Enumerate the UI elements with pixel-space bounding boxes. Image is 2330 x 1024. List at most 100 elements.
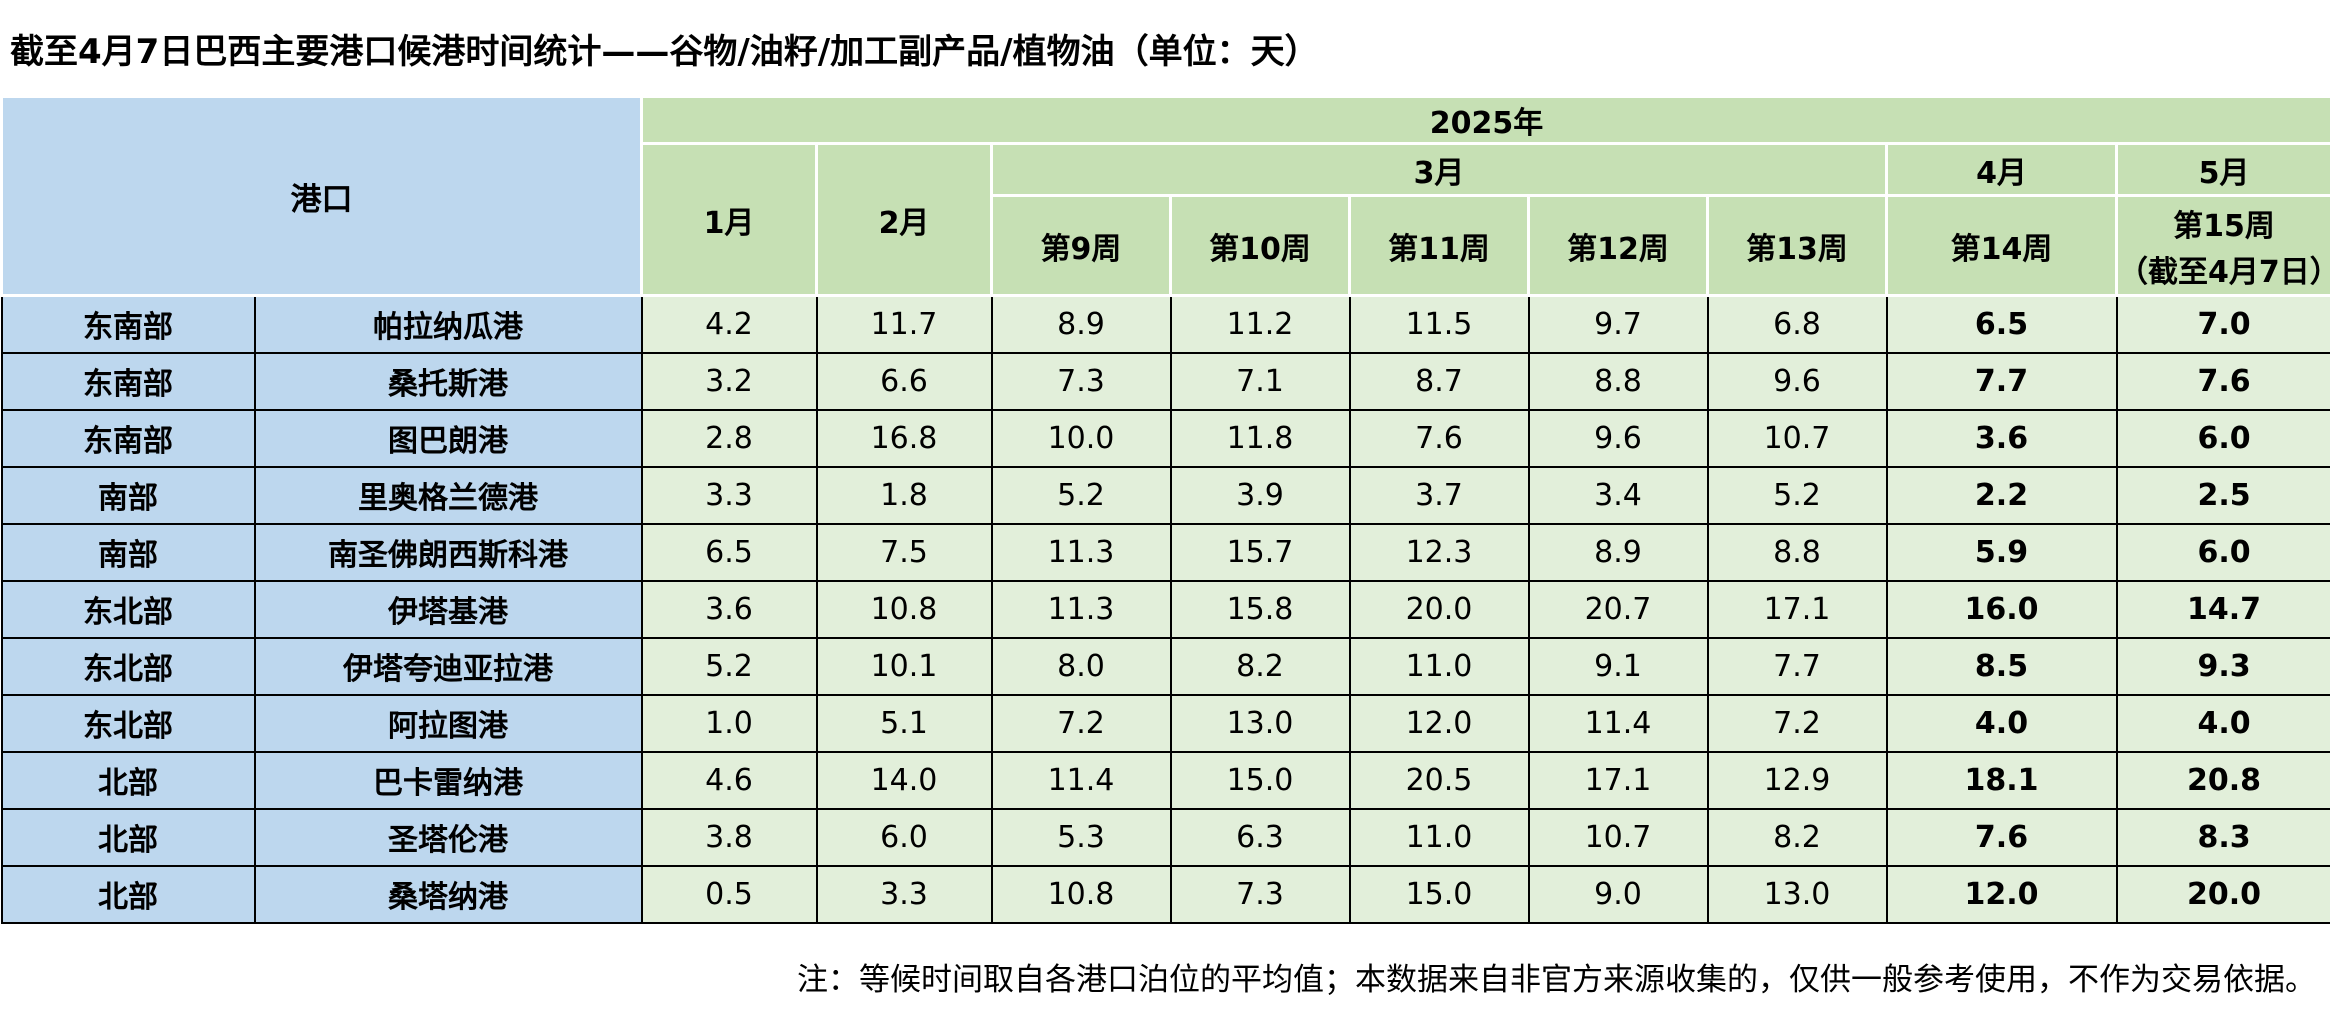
value-cell: 5.2 bbox=[990, 465, 1172, 525]
value-cell: 11.3 bbox=[990, 579, 1172, 639]
value-cell: 9.6 bbox=[1706, 351, 1888, 411]
value-cell: 3.6 bbox=[1885, 408, 2118, 468]
footnote: 注：等候时间取自各港口泊位的平均值；本数据来自非官方来源收集的，仅供一般参考使用… bbox=[797, 961, 2316, 998]
month-header-apr: 4月 bbox=[1885, 142, 2118, 197]
value-cell: 3.8 bbox=[640, 807, 818, 867]
value-cell: 11.4 bbox=[990, 750, 1172, 810]
value-cell: 20.0 bbox=[1348, 579, 1530, 639]
value-cell: 8.9 bbox=[1527, 522, 1709, 582]
table-row: 北部 巴卡雷纳港 4.6 14.0 11.4 15.0 20.5 17.1 12.9 18.1 20… bbox=[0, 750, 2330, 810]
page: 截至4月7日巴西主要港口候港时间统计——谷物/油籽/加工副产品/植物油（单位：天… bbox=[0, 32, 2330, 998]
value-cell: 7.3 bbox=[990, 351, 1172, 411]
value-cell: 7.2 bbox=[1706, 693, 1888, 753]
value-cell: 10.0 bbox=[990, 408, 1172, 468]
value-cell: 7.2 bbox=[990, 693, 1172, 753]
value-cell: 8.3 bbox=[2115, 807, 2330, 867]
value-cell: 14.0 bbox=[815, 750, 993, 810]
region-cell: 东北部 bbox=[0, 636, 256, 696]
value-cell: 10.1 bbox=[815, 636, 993, 696]
week-header-11: 第11周 bbox=[1348, 194, 1530, 297]
value-cell: 11.0 bbox=[1348, 807, 1530, 867]
value-cell: 16.0 bbox=[1885, 579, 2118, 639]
table-header: 港口 2025年 1月 2月 3月 4月 5月 第9周 第10周 第11周 第1… bbox=[0, 95, 2330, 297]
value-cell: 10.7 bbox=[1706, 408, 1888, 468]
value-cell: 14.7 bbox=[2115, 579, 2330, 639]
value-cell: 17.1 bbox=[1527, 750, 1709, 810]
region-cell: 东南部 bbox=[0, 351, 256, 411]
value-cell: 3.6 bbox=[640, 579, 818, 639]
value-cell: 1.8 bbox=[815, 465, 993, 525]
port-cell: 桑托斯港 bbox=[253, 351, 643, 411]
port-cell: 伊塔夸迪亚拉港 bbox=[253, 636, 643, 696]
value-cell: 8.9 bbox=[990, 294, 1172, 354]
port-cell: 巴卡雷纳港 bbox=[253, 750, 643, 810]
value-cell: 3.4 bbox=[1527, 465, 1709, 525]
value-cell: 6.8 bbox=[1706, 294, 1888, 354]
month-header-feb: 2月 bbox=[815, 142, 993, 297]
header-row-months: 1月 2月 3月 4月 5月 bbox=[2, 142, 2330, 297]
value-cell: 5.3 bbox=[990, 807, 1172, 867]
value-cell: 8.2 bbox=[1169, 636, 1351, 696]
week-header-9: 第9周 bbox=[990, 194, 1172, 297]
value-cell: 11.5 bbox=[1348, 294, 1530, 354]
region-cell: 东北部 bbox=[0, 579, 256, 639]
page-title: 截至4月7日巴西主要港口候港时间统计——谷物/油籽/加工副产品/植物油（单位：天… bbox=[10, 32, 1319, 72]
table-row: 东南部 图巴朗港 2.8 16.8 10.0 11.8 7.6 9.6 10.7 3.6 6.0 bbox=[0, 408, 2330, 468]
table-row: 东南部 桑托斯港 3.2 6.6 7.3 7.1 8.7 8.8 9.6 7.7 7.6 bbox=[0, 351, 2330, 411]
value-cell: 13.0 bbox=[1706, 864, 1888, 924]
month-header-may: 5月 bbox=[2114, 142, 2330, 197]
port-cell: 圣塔伦港 bbox=[253, 807, 643, 867]
port-cell: 阿拉图港 bbox=[253, 693, 643, 753]
region-cell: 东北部 bbox=[0, 693, 256, 753]
value-cell: 11.8 bbox=[1169, 408, 1351, 468]
port-cell: 里奥格兰德港 bbox=[253, 465, 643, 525]
port-cell: 南圣佛朗西斯科港 bbox=[253, 522, 643, 582]
value-cell: 8.5 bbox=[1885, 636, 2118, 696]
region-cell: 东南部 bbox=[0, 294, 256, 354]
value-cell: 6.6 bbox=[815, 351, 993, 411]
value-cell: 7.5 bbox=[815, 522, 993, 582]
value-cell: 4.0 bbox=[2115, 693, 2330, 753]
value-cell: 5.2 bbox=[640, 636, 818, 696]
port-cell: 伊塔基港 bbox=[253, 579, 643, 639]
value-cell: 3.9 bbox=[1169, 465, 1351, 525]
value-cell: 6.0 bbox=[2115, 522, 2330, 582]
value-cell: 11.2 bbox=[1169, 294, 1351, 354]
header-row-weeks: 第9周 第10周 第11周 第12周 第13周 第14周 第15周 （截至4月7… bbox=[2, 194, 2330, 297]
value-cell: 3.2 bbox=[640, 351, 818, 411]
week15-title: 第15周 bbox=[2173, 208, 2275, 244]
value-cell: 5.2 bbox=[1706, 465, 1888, 525]
week-header-15: 第15周 （截至4月7日） bbox=[2114, 194, 2330, 297]
value-cell: 3.3 bbox=[815, 864, 993, 924]
table-row: 南部 南圣佛朗西斯科港 6.5 7.5 11.3 15.7 12.3 8.9 8.8 5.9 6.0 bbox=[0, 522, 2330, 582]
value-cell: 8.8 bbox=[1527, 351, 1709, 411]
value-cell: 15.8 bbox=[1169, 579, 1351, 639]
value-cell: 4.6 bbox=[640, 750, 818, 810]
value-cell: 20.5 bbox=[1348, 750, 1530, 810]
value-cell: 7.3 bbox=[1169, 864, 1351, 924]
value-cell: 15.0 bbox=[1169, 750, 1351, 810]
value-cell: 8.0 bbox=[990, 636, 1172, 696]
week-header-12: 第12周 bbox=[1527, 194, 1709, 297]
value-cell: 5.9 bbox=[1885, 522, 2118, 582]
week-header-13: 第13周 bbox=[1706, 194, 1888, 297]
value-cell: 9.1 bbox=[1527, 636, 1709, 696]
region-cell: 北部 bbox=[0, 864, 256, 924]
value-cell: 11.0 bbox=[1348, 636, 1530, 696]
table-row: 东北部 伊塔夸迪亚拉港 5.2 10.1 8.0 8.2 11.0 9.1 7.7 8.5 9.3 bbox=[0, 636, 2330, 696]
year-header: 2025年 bbox=[639, 95, 2330, 145]
value-cell: 11.3 bbox=[990, 522, 1172, 582]
value-cell: 5.1 bbox=[815, 693, 993, 753]
table-row: 东南部 帕拉纳瓜港 4.2 11.7 8.9 11.2 11.5 9.7 6.8 6.5 7.0 bbox=[0, 294, 2330, 354]
ports-table: 港口 2025年 1月 2月 3月 4月 5月 第9周 第10周 第11周 第1… bbox=[0, 95, 2330, 924]
value-cell: 20.8 bbox=[2115, 750, 2330, 810]
table-row: 东北部 阿拉图港 1.0 5.1 7.2 13.0 12.0 11.4 7.2 4.0 4.0 bbox=[0, 693, 2330, 753]
value-cell: 12.3 bbox=[1348, 522, 1530, 582]
region-cell: 北部 bbox=[0, 807, 256, 867]
port-cell: 图巴朗港 bbox=[253, 408, 643, 468]
value-cell: 10.7 bbox=[1527, 807, 1709, 867]
value-cell: 3.7 bbox=[1348, 465, 1530, 525]
month-header-jan: 1月 bbox=[640, 142, 818, 297]
value-cell: 13.0 bbox=[1169, 693, 1351, 753]
value-cell: 9.3 bbox=[2115, 636, 2330, 696]
